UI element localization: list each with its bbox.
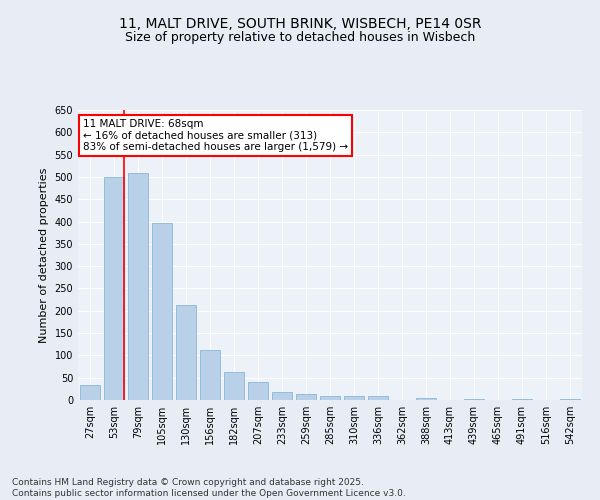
Bar (368, 396, 388, 400)
Bar (152, 224, 172, 400)
Bar (560, 398, 580, 400)
Text: 11, MALT DRIVE, SOUTH BRINK, WISBECH, PE14 0SR: 11, MALT DRIVE, SOUTH BRINK, WISBECH, PE… (119, 18, 481, 32)
Bar (104, 178, 124, 400)
Text: Size of property relative to detached houses in Wisbech: Size of property relative to detached ho… (125, 31, 475, 44)
Bar (224, 372, 244, 400)
Bar (80, 386, 100, 400)
Bar (128, 174, 148, 400)
Text: 11 MALT DRIVE: 68sqm
← 16% of detached houses are smaller (313)
83% of semi-deta: 11 MALT DRIVE: 68sqm ← 16% of detached h… (83, 118, 348, 152)
Text: Contains HM Land Registry data © Crown copyright and database right 2025.
Contai: Contains HM Land Registry data © Crown c… (12, 478, 406, 498)
Bar (512, 399, 532, 400)
Y-axis label: Number of detached properties: Number of detached properties (39, 168, 49, 342)
Bar (248, 382, 268, 400)
Bar (272, 392, 292, 400)
Bar (320, 396, 340, 400)
Bar (296, 394, 316, 400)
Bar (200, 350, 220, 400)
Bar (464, 398, 484, 400)
Bar (344, 396, 364, 400)
Bar (416, 398, 436, 400)
Bar (176, 305, 196, 400)
